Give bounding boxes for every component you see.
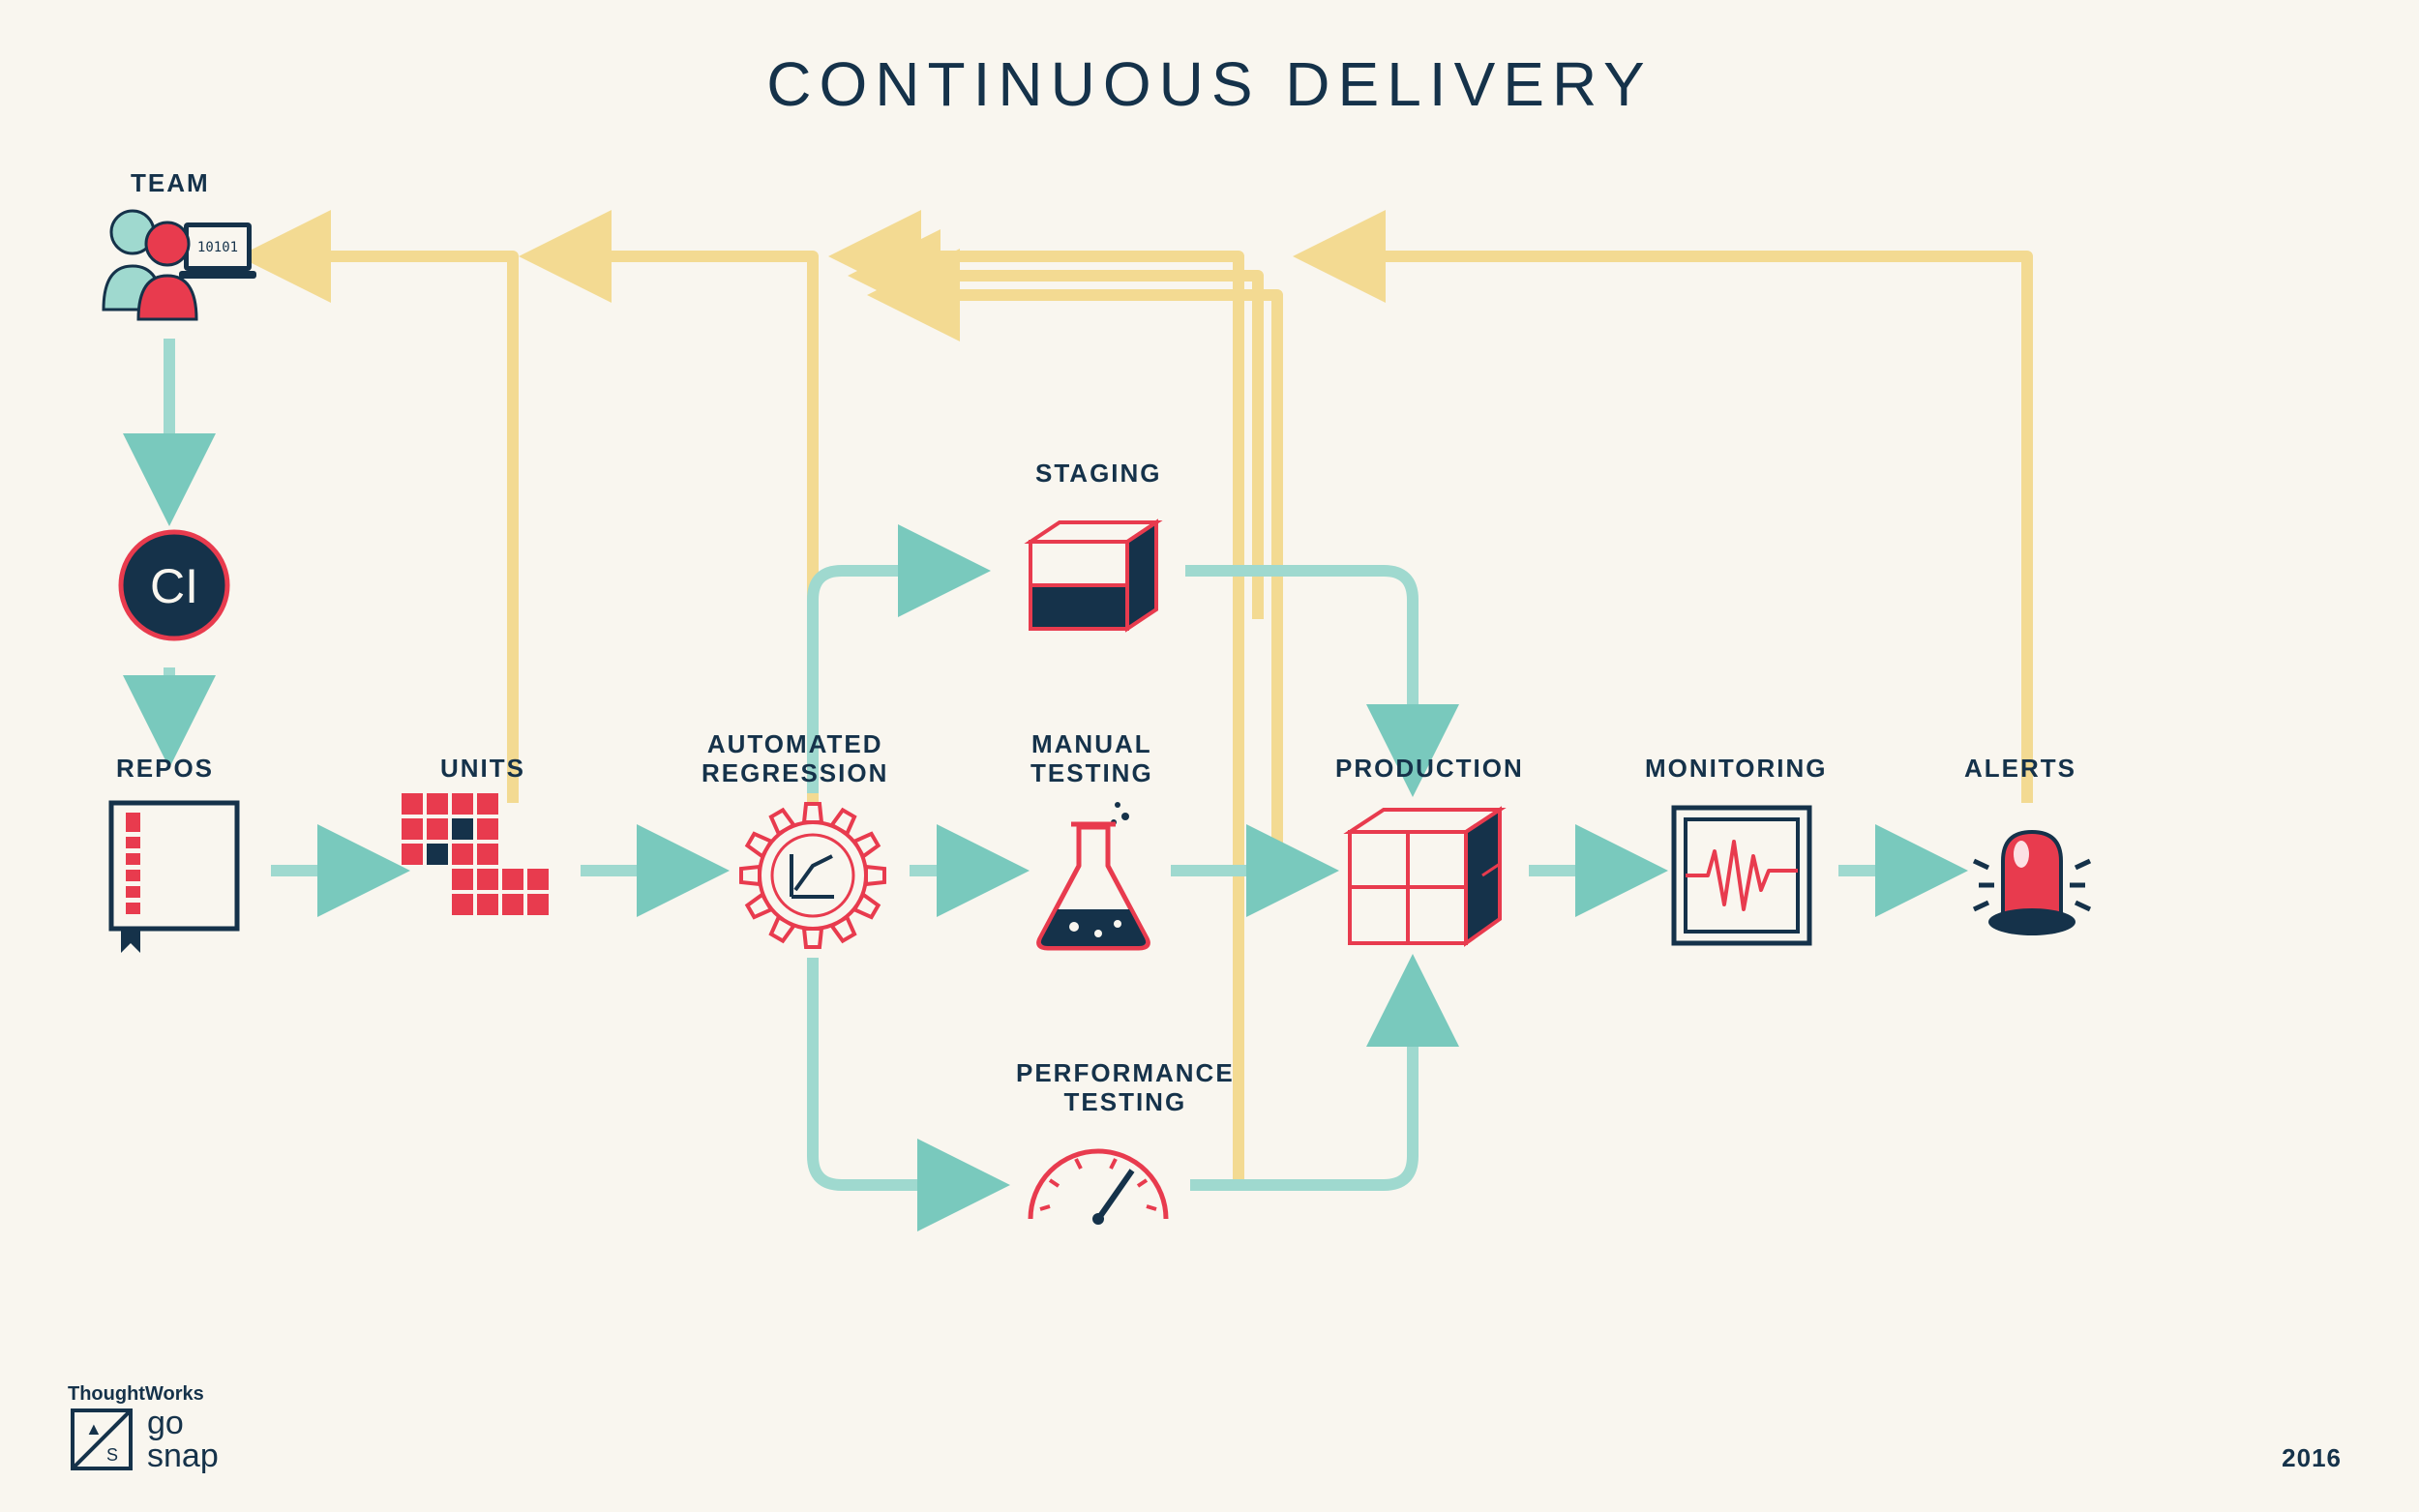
label-staging: STAGING — [1035, 460, 1162, 489]
label-alerts: ALERTS — [1964, 755, 2076, 784]
repos-icon — [102, 793, 247, 958]
monitoring-icon — [1664, 798, 1819, 953]
svg-text:▲: ▲ — [85, 1419, 103, 1438]
flask-icon — [1021, 793, 1166, 958]
alert-icon — [1959, 808, 2105, 943]
units-icon — [402, 793, 576, 948]
logo-mark-icon: ▲ S — [68, 1406, 135, 1473]
gauge-icon — [1016, 1122, 1180, 1238]
staging-box-icon — [1011, 503, 1176, 648]
svg-text:S: S — [106, 1445, 118, 1465]
label-perf: PERFORMANCE TESTING — [1016, 1059, 1235, 1117]
gear-icon — [731, 793, 895, 958]
brand-go: go — [147, 1407, 219, 1439]
footer-year: 2016 — [2282, 1443, 2342, 1473]
label-repos: REPOS — [116, 755, 214, 784]
svg-text:10101: 10101 — [197, 240, 238, 255]
label-manual: MANUAL TESTING — [1030, 730, 1153, 788]
label-regression: AUTOMATED REGRESSION — [702, 730, 888, 788]
brand-logo: ThoughtWorks ▲ S go snap — [68, 1383, 219, 1473]
team-icon: 10101 — [92, 203, 256, 329]
brand-snap: snap — [147, 1439, 219, 1472]
brand-top: ThoughtWorks — [68, 1383, 219, 1406]
svg-text:CI: CI — [150, 559, 198, 613]
ci-icon: CI — [116, 527, 232, 643]
label-monitoring: MONITORING — [1645, 755, 1828, 784]
label-units: UNITS — [440, 755, 525, 784]
production-box-icon — [1335, 798, 1519, 963]
label-production: PRODUCTION — [1335, 755, 1524, 784]
label-team: TEAM — [131, 169, 210, 198]
